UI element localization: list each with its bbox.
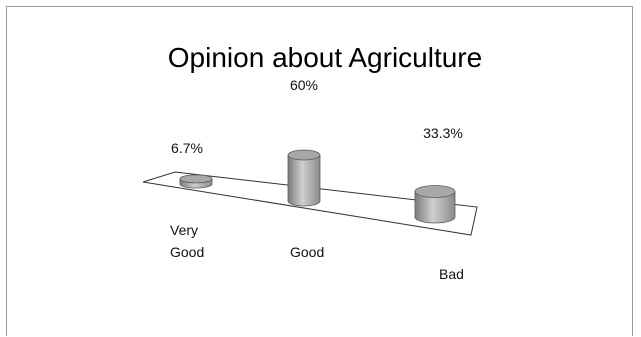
bar-2: [414, 185, 456, 224]
bar-top-0: [179, 174, 213, 184]
bar-1: [287, 149, 321, 207]
category-label-line: Bad: [439, 266, 464, 282]
category-label-line: Very: [170, 222, 198, 238]
bars-group: [179, 149, 456, 224]
value-label-2: 33.3%: [423, 125, 463, 141]
bar-chart: Opinion about Agriculture 6.7% 60% 33.3% V…: [142, 42, 482, 282]
category-label-line: Good: [290, 244, 324, 260]
value-label-1: 60%: [290, 77, 318, 93]
category-label-0: Very Good: [170, 222, 204, 260]
bar-0: [179, 174, 213, 189]
value-label-0: 6.7%: [171, 140, 203, 156]
bar-body-2: [414, 191, 456, 224]
chart-frame: Opinion about Agriculture 6.7% 60% 33.3% V…: [6, 6, 633, 336]
category-labels-group: Very Good Good Bad: [170, 222, 464, 282]
category-label-2: Bad: [439, 266, 464, 282]
value-labels-group: 6.7% 60% 33.3%: [171, 77, 463, 156]
bar-top-2: [414, 185, 456, 198]
bar-top-1: [287, 149, 321, 161]
category-label-line: Good: [170, 244, 204, 260]
chart-title: Opinion about Agriculture: [168, 42, 482, 73]
bar-body-1: [287, 154, 321, 207]
category-label-1: Good: [290, 244, 324, 260]
